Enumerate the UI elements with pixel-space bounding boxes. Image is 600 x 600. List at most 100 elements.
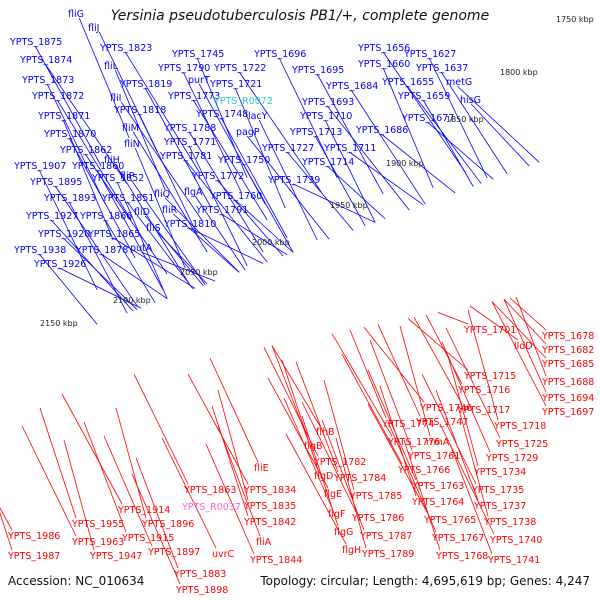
gene-label-forward: YPTS_1772 xyxy=(191,171,244,182)
gene-label-forward: fliQ xyxy=(154,189,170,200)
gene-label-reverse: YPTS_1697 xyxy=(541,407,594,418)
gene-label-reverse: YPTS_1898 xyxy=(175,585,228,596)
scale-mark-label: 2050 kbp xyxy=(180,268,218,277)
gene-label-reverse: YPTS_1715 xyxy=(463,371,516,382)
gene-label-reverse: YPTS_1768 xyxy=(435,551,488,562)
gene-label-forward: YPTS_1893 xyxy=(43,193,96,204)
forward-connector xyxy=(144,215,204,286)
forward-connector xyxy=(348,151,424,206)
gene-label-reverse: YPTS_1734 xyxy=(473,467,526,478)
forward-connector xyxy=(96,169,164,291)
scale-mark-label: 1900 kbp xyxy=(386,159,424,168)
gene-label-pseudo: YPTS_R0037 xyxy=(181,502,241,513)
reverse-connector xyxy=(63,439,95,551)
gene-label-reverse: YPTS_1835 xyxy=(243,501,296,512)
forward-connector xyxy=(44,63,128,185)
gene-label-forward: hisG xyxy=(460,95,481,106)
gene-label-reverse: YPTS_1789 xyxy=(361,549,414,560)
gene-label-reverse: YPTS_1883 xyxy=(173,569,226,580)
gene-label-reverse: YPTS_1764 xyxy=(411,497,464,508)
reverse-connector xyxy=(61,393,123,505)
gene-label-reverse: YPTS_1761 xyxy=(407,451,460,462)
scale-mark-label: 1800 kbp xyxy=(500,68,538,77)
reverse-connector xyxy=(413,317,463,405)
reverse-connector xyxy=(301,415,339,527)
gene-label-forward: YPTS_1727 xyxy=(261,143,314,154)
reverse-connector xyxy=(205,443,255,555)
forward-connector xyxy=(38,253,98,325)
forward-connector xyxy=(293,183,376,223)
gene-label-reverse: YPTS_1746 xyxy=(419,403,472,414)
gene-label-forward: fliG xyxy=(68,9,84,20)
reverse-connector xyxy=(39,407,77,519)
forward-connector xyxy=(192,99,268,221)
scale-mark-label: 2000 kbp xyxy=(252,238,290,247)
gene-label-reverse: rrmA xyxy=(426,437,450,448)
reverse-connector xyxy=(83,421,127,533)
reverse-connector xyxy=(367,369,417,481)
gene-label-reverse: YPTS_1694 xyxy=(541,393,594,404)
reverse-connector xyxy=(283,397,333,509)
forward-connector xyxy=(196,57,248,179)
gene-label-forward: lacY xyxy=(248,111,268,122)
gene-label-forward: YPTS_1927 xyxy=(25,211,78,222)
gene-label-forward: YPTS_1660 xyxy=(357,59,410,70)
forward-connector xyxy=(422,99,474,187)
gene-label-forward: fliR xyxy=(162,205,178,216)
forward-connector xyxy=(428,57,488,179)
gene-label-reverse: YPTS_1842 xyxy=(243,517,296,528)
gene-label-reverse: flgH xyxy=(342,545,361,556)
gene-label-reverse: flgF xyxy=(328,509,345,520)
gene-label-reverse: YPTS_1776 xyxy=(387,437,440,448)
reverse-connector xyxy=(161,437,217,549)
gene-label-reverse: YPTS_1718 xyxy=(493,421,546,432)
scale-mark-label: 2100 kbp xyxy=(113,296,151,305)
reverse-connector xyxy=(439,423,495,535)
topology-text: Topology: circular; Length: 4,695,619 bp… xyxy=(260,574,590,588)
gene-label-reverse: YPTS_1701 xyxy=(463,325,516,336)
reverse-connector xyxy=(281,359,319,471)
gene-label-reverse: flhB xyxy=(316,427,335,438)
forward-connector xyxy=(246,135,330,240)
reverse-connector xyxy=(445,327,501,439)
gene-label-reverse: YPTS_1747 xyxy=(415,417,468,428)
gene-label-reverse: YPTS_1766 xyxy=(397,465,450,476)
gene-label-forward: YPTS_1819 xyxy=(119,79,172,90)
reverse-connector xyxy=(399,325,431,437)
gene-label-forward: YPTS_1686 xyxy=(355,125,408,136)
forward-connector xyxy=(164,197,240,273)
forward-connector xyxy=(144,87,212,209)
reverse-connector xyxy=(367,403,429,515)
gene-label-reverse: YPTS_1725 xyxy=(495,439,548,450)
reverse-connector xyxy=(341,353,403,465)
gene-label-forward: YPTS_1693 xyxy=(301,97,354,108)
gene-label-forward: YPTS_1760 xyxy=(209,191,262,202)
reverse-connector xyxy=(321,419,365,531)
gene-label-forward: YPTS_1920 xyxy=(37,229,90,240)
gene-label-forward: metG xyxy=(446,77,472,88)
gene-label-reverse: YPTS_1682 xyxy=(541,345,594,356)
forward-connector xyxy=(141,251,216,282)
reverse-connector xyxy=(435,389,479,501)
gene-label-reverse: fliE xyxy=(254,463,269,474)
forward-connector xyxy=(112,237,196,289)
forward-connector xyxy=(456,85,540,163)
gene-label-forward: YPTS_1865 xyxy=(87,229,140,240)
gene-label-forward: YPTS_1722 xyxy=(213,63,266,74)
forward-connector xyxy=(84,153,168,275)
gene-label-forward: YPTS_1788 xyxy=(163,123,216,134)
forward-connector xyxy=(62,237,138,310)
gene-label-reverse: YPTS_1785 xyxy=(349,491,402,502)
gene-label-forward: YPTS_1790 xyxy=(157,63,210,74)
forward-connector xyxy=(220,213,288,256)
gene-label-reverse: YPTS_1963 xyxy=(71,537,124,548)
forward-connector xyxy=(382,67,434,189)
forward-connector xyxy=(316,73,384,195)
gene-label-forward: YPTS_1656 xyxy=(357,43,410,54)
reverse-connector xyxy=(469,305,519,341)
gene-label-forward: fliI xyxy=(110,93,121,104)
forward-connector xyxy=(104,219,156,304)
gene-label-forward: YPTS_1739 xyxy=(267,175,320,186)
forward-connector xyxy=(426,121,494,180)
gene-label-forward: YPTS_1696 xyxy=(253,49,306,60)
